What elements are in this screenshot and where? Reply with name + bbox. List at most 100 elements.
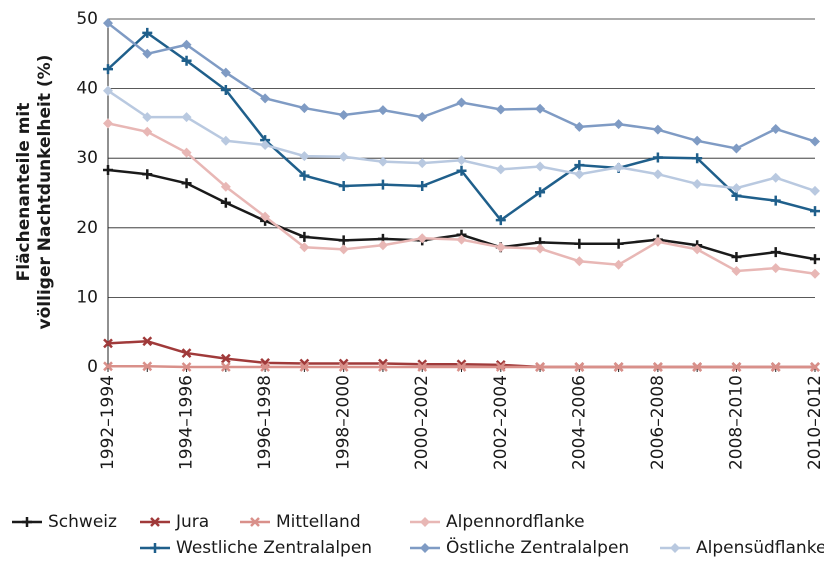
legend-marker (670, 543, 680, 553)
legend-label: Westliche Zentralalpen (176, 538, 372, 558)
point (378, 362, 388, 372)
point (338, 181, 349, 192)
point (260, 93, 271, 104)
point (181, 55, 192, 66)
point (338, 244, 349, 255)
point (574, 362, 585, 372)
point (495, 164, 506, 175)
point (299, 231, 310, 242)
x-tick-label: 2004–2006 (569, 375, 589, 470)
y-axis-label: völliger Nachtdunkelheit (%) (35, 55, 55, 330)
point (181, 147, 192, 158)
point (653, 362, 663, 372)
y-axis-label: Flächenanteile mit (14, 103, 34, 282)
point (260, 362, 270, 372)
point (456, 97, 467, 108)
point (731, 252, 742, 263)
y-tick-label: 20 (76, 218, 98, 238)
point (495, 242, 506, 253)
point (652, 169, 663, 180)
point (181, 112, 192, 123)
point (810, 136, 820, 147)
point (770, 247, 781, 258)
point (142, 48, 153, 59)
point (535, 161, 546, 172)
y-tick-label: 40 (76, 79, 98, 99)
point (613, 238, 624, 249)
point (731, 362, 742, 372)
point (652, 124, 663, 135)
point (417, 362, 428, 372)
point (103, 165, 113, 176)
point (299, 362, 310, 372)
point (338, 110, 349, 121)
legend-marker (22, 517, 32, 527)
point (103, 361, 113, 372)
point (456, 362, 467, 372)
point (770, 172, 781, 183)
point (377, 179, 388, 190)
point (142, 27, 153, 38)
point (142, 169, 153, 180)
y-tick-label: 30 (76, 148, 98, 168)
y-tick-label: 0 (87, 357, 98, 377)
point (770, 195, 781, 206)
point (377, 156, 388, 167)
point (338, 362, 349, 372)
legend-marker (250, 517, 260, 527)
point (770, 362, 781, 372)
point (613, 362, 624, 372)
point (417, 112, 428, 123)
legend-marker (150, 543, 160, 553)
point (535, 243, 546, 254)
point (456, 165, 467, 176)
point (103, 64, 113, 75)
point (574, 238, 585, 249)
point (810, 268, 820, 279)
point (181, 178, 192, 189)
point (299, 170, 310, 181)
x-tick-label: 2006–2008 (648, 375, 668, 470)
point (574, 169, 585, 180)
point (417, 233, 428, 244)
point (220, 84, 231, 95)
point (574, 256, 585, 267)
point (810, 185, 820, 196)
legend-marker (420, 543, 430, 553)
point (181, 362, 192, 372)
point (535, 103, 546, 114)
series-line (107, 168, 816, 261)
point (652, 236, 663, 247)
point (770, 263, 781, 274)
point (613, 119, 624, 130)
point (260, 211, 271, 222)
point (652, 152, 663, 163)
point (770, 123, 781, 134)
point (142, 361, 153, 372)
point (103, 85, 113, 96)
point (220, 353, 231, 364)
point (142, 112, 153, 123)
y-tick-label: 50 (76, 9, 98, 29)
point (220, 362, 231, 372)
y-tick-label: 10 (76, 287, 98, 307)
x-tick-label: 1998–2000 (334, 375, 354, 470)
legend-label: Östliche Zentralalpen (446, 536, 629, 558)
legend-marker (150, 517, 160, 527)
point (220, 67, 231, 78)
point (417, 181, 428, 192)
point (338, 235, 349, 246)
point (338, 151, 349, 162)
point (103, 338, 113, 349)
x-tick-label: 2002–2004 (491, 375, 511, 470)
point (731, 183, 742, 194)
point (613, 259, 624, 270)
point (456, 234, 467, 245)
point (535, 362, 545, 372)
legend-label: Alpensüdflanke (696, 538, 824, 558)
series-line (107, 22, 816, 150)
point (260, 139, 271, 150)
point (613, 162, 624, 173)
point (810, 254, 820, 265)
